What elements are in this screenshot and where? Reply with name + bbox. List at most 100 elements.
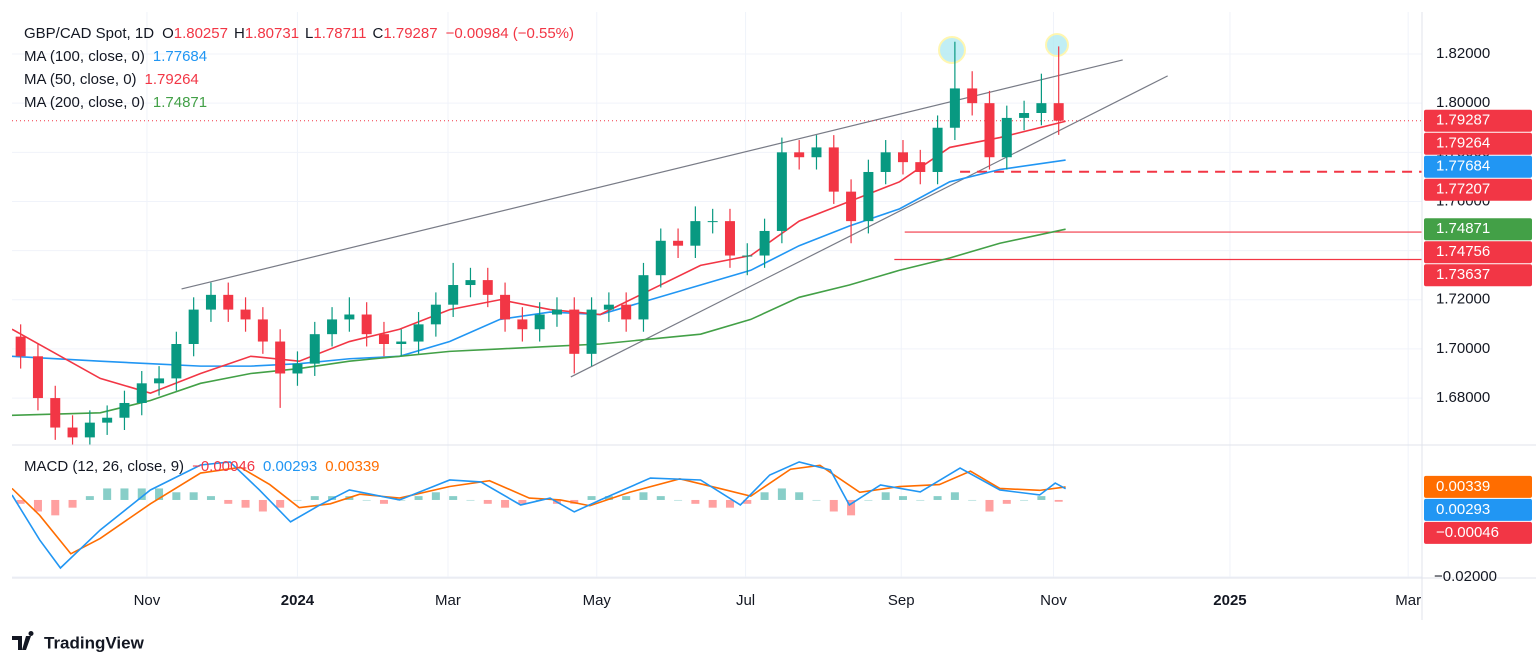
candle-body bbox=[776, 152, 787, 231]
candle-body bbox=[482, 280, 493, 295]
legend-text: 1.80257 bbox=[174, 25, 228, 42]
legend-row: MACD (12, 26, close, 9) −0.00046 0.00293 0.… bbox=[24, 458, 380, 475]
y-tick-label: 1.80000 bbox=[1436, 94, 1490, 111]
candle-body bbox=[967, 88, 978, 104]
macd-histogram-bar bbox=[241, 499, 250, 508]
macd-histogram-bar bbox=[258, 499, 267, 512]
macd-histogram-bar bbox=[397, 499, 406, 501]
legend-text: MA (50, close, 0) bbox=[24, 71, 137, 88]
macd-histogram-bar bbox=[206, 496, 215, 500]
price-pane bbox=[12, 33, 1422, 445]
y-tick-label: 1.70000 bbox=[1436, 340, 1490, 357]
peak-highlight bbox=[1045, 33, 1069, 57]
legend-text: MACD (12, 26, close, 9) bbox=[24, 458, 184, 475]
macd-histogram-bar bbox=[968, 499, 977, 501]
macd-histogram-bar bbox=[691, 499, 700, 504]
price-tag-bg bbox=[1424, 178, 1532, 201]
price-tag-bg bbox=[1424, 498, 1532, 521]
macd-histogram-bar bbox=[137, 488, 146, 500]
price-tag: 0.00293 bbox=[1436, 501, 1490, 518]
candle-body bbox=[188, 309, 199, 344]
legend-text: 1.79264 bbox=[145, 71, 199, 88]
trendline bbox=[181, 59, 1123, 290]
legend-row: MA (100, close, 0) 1.77684 bbox=[24, 48, 207, 65]
candle-body bbox=[500, 294, 511, 320]
candle-body bbox=[569, 309, 580, 354]
candle-body bbox=[465, 280, 476, 286]
candle-body bbox=[690, 221, 701, 246]
macd-histogram-bar bbox=[604, 496, 613, 500]
macd-histogram-bar bbox=[68, 499, 77, 508]
macd-histogram-bar bbox=[310, 496, 319, 500]
price-tag-bg bbox=[1424, 475, 1532, 498]
legend-text: 1.80731 bbox=[245, 25, 299, 42]
macd-histogram-bar bbox=[864, 499, 873, 501]
macd-histogram-bar bbox=[518, 499, 527, 504]
price-tag: 0.00339 bbox=[1436, 478, 1490, 495]
candle-body bbox=[102, 417, 113, 423]
macd-histogram-bar bbox=[656, 496, 665, 500]
price-tag: −0.00046 bbox=[1436, 524, 1499, 541]
legend-text: −0.00984 (−0.55%) bbox=[446, 25, 574, 42]
x-tick-label: Mar bbox=[1395, 592, 1421, 609]
candle-body bbox=[603, 304, 614, 310]
y-tick-label: 1.72000 bbox=[1436, 291, 1490, 308]
candle-body bbox=[534, 314, 545, 330]
candle-body bbox=[759, 230, 770, 256]
macd-histogram-bar bbox=[189, 492, 198, 500]
macd-histogram-bar bbox=[777, 488, 786, 500]
candle-body bbox=[327, 319, 338, 335]
macd-histogram-bar bbox=[414, 496, 423, 500]
macd-histogram-bar bbox=[362, 499, 371, 501]
x-tick-label: 2024 bbox=[281, 592, 315, 609]
legend-text: GBP/CAD Spot, 1D bbox=[24, 25, 154, 42]
candle-body bbox=[154, 378, 165, 384]
candle-body bbox=[309, 334, 320, 364]
macd-histogram-bar bbox=[85, 496, 94, 500]
macd-histogram-bar bbox=[1054, 499, 1063, 502]
candle-body bbox=[897, 152, 908, 163]
candle-body bbox=[240, 309, 251, 320]
macd-histogram-bar bbox=[155, 488, 164, 500]
candle-body bbox=[863, 171, 874, 222]
candle-body bbox=[673, 240, 684, 246]
price-tag: 1.77684 bbox=[1436, 158, 1490, 175]
legend-text: 1.74871 bbox=[153, 94, 207, 111]
moving-average bbox=[12, 159, 1066, 367]
candle-body bbox=[67, 427, 78, 438]
macd-histogram-bar bbox=[950, 492, 959, 500]
legend-text: 1.78711 bbox=[313, 25, 366, 42]
candle-body bbox=[361, 314, 372, 335]
price-tag: 1.74756 bbox=[1436, 243, 1490, 260]
macd-histogram-bar bbox=[293, 499, 302, 501]
candle-body bbox=[1053, 103, 1064, 121]
legend-text: MA (100, close, 0) bbox=[24, 48, 145, 65]
legend-row: MA (200, close, 0) 1.74871 bbox=[24, 94, 207, 111]
candle-body bbox=[378, 334, 389, 344]
legend-row: GBP/CAD Spot, 1D O1.80257 H1.80731 L1.78711… bbox=[24, 25, 574, 42]
legend-text: H bbox=[234, 25, 245, 42]
candle-body bbox=[430, 304, 441, 325]
macd-histogram-bar bbox=[933, 496, 942, 500]
candle-body bbox=[846, 191, 857, 222]
macd-histogram-bar bbox=[881, 492, 890, 500]
moving-average bbox=[12, 120, 1066, 394]
legend: GBP/CAD Spot, 1D O1.80257 H1.80731 L1.78711… bbox=[24, 25, 574, 475]
macd-histogram-bar bbox=[847, 499, 856, 516]
x-tick-label: Nov bbox=[1040, 592, 1067, 609]
macd-histogram-bar bbox=[224, 499, 233, 504]
macd-histogram-bar bbox=[103, 488, 112, 500]
price-tag-bg bbox=[1424, 241, 1532, 264]
macd-histogram-bar bbox=[1037, 496, 1046, 500]
macd-histogram-bar bbox=[379, 499, 388, 504]
candle-body bbox=[50, 398, 61, 428]
macd-histogram-bar bbox=[501, 499, 510, 508]
candle-body bbox=[984, 103, 995, 158]
candle-body bbox=[396, 341, 407, 344]
macd-histogram-bar bbox=[812, 499, 821, 501]
macd-histogram-bar bbox=[1002, 499, 1011, 504]
price-tags: 1.79287 1.79264 1.77684 1.77207 1.74871 1.747… bbox=[1424, 109, 1532, 544]
candle-body bbox=[32, 356, 43, 399]
